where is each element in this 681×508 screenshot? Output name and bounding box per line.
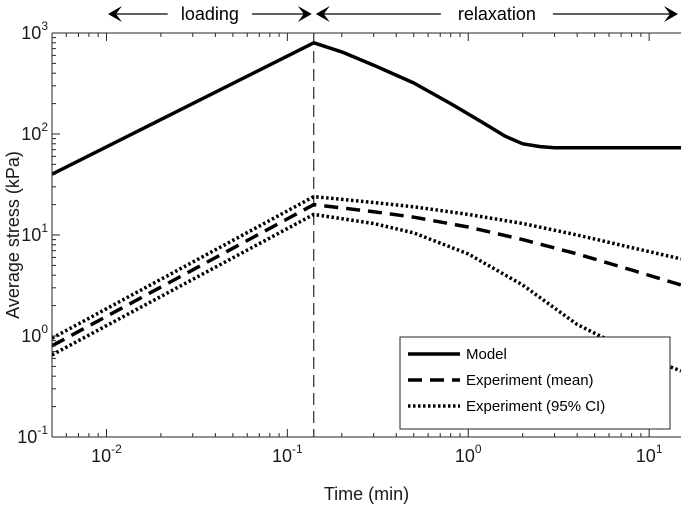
legend: Model Experiment (mean) Experiment (95% CI… [399, 336, 671, 430]
y-axis-label: Average stress (kPa) [3, 151, 23, 319]
legend-label: Model [466, 346, 507, 363]
data-series [52, 41, 681, 373]
legend-label: Experiment (mean) [466, 372, 594, 389]
y-tick-label: 102 [21, 120, 48, 144]
x-tick-label: 10-2 [91, 442, 122, 466]
phase-arrow-right [297, 6, 312, 22]
phase-arrow-right [664, 6, 678, 22]
phase-arrow-left [315, 6, 330, 22]
axes: 10-2 10-1 100 101 10-1 100 101 102 103 Time (min)… [3, 19, 681, 504]
phase-label-relaxation: relaxation [458, 4, 536, 24]
series-line-dotted-2 [52, 194, 681, 340]
series-line-solid-0 [52, 41, 681, 176]
y-tick-label: 103 [21, 19, 48, 43]
phase-label-loading: loading [181, 4, 239, 24]
x-tick-label: 101 [636, 442, 663, 466]
series-line-dashed-1 [52, 202, 681, 348]
x-tick-label: 100 [455, 442, 482, 466]
y-tick-label: 10-1 [17, 423, 48, 447]
x-axis-label: Time (min) [324, 484, 409, 504]
phase-arrow-left [108, 6, 122, 22]
y-tick-label: 100 [21, 322, 48, 346]
phase-annotations: loading relaxation [108, 4, 678, 437]
y-tick-label: 101 [21, 221, 48, 245]
legend-label: Experiment (95% CI) [466, 398, 605, 415]
series-line-dotted-3 [52, 212, 681, 373]
x-tick-label: 10-1 [272, 442, 303, 466]
